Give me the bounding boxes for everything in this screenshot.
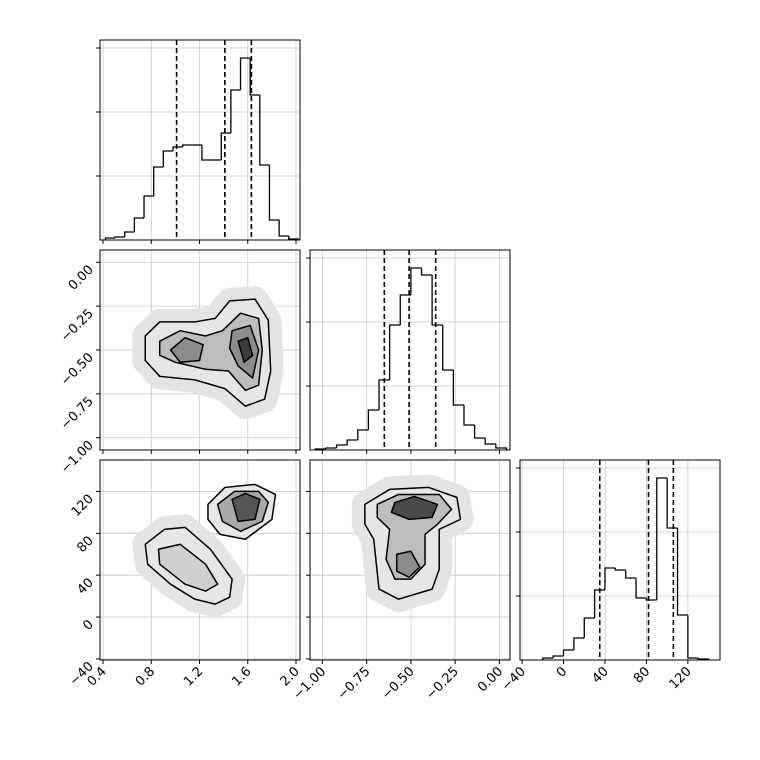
axes-frame — [99, 39, 301, 241]
histogram-step — [645, 598, 657, 601]
x-tick-label: 1.6 — [229, 664, 254, 689]
contour — [390, 495, 439, 521]
y-tick-label: −0.50 — [58, 350, 97, 389]
histogram-step — [133, 217, 145, 232]
histogram-step — [583, 617, 595, 638]
x-tick-label: −40 — [499, 664, 529, 694]
histogram-step — [614, 568, 626, 571]
contour — [157, 543, 219, 592]
contour — [169, 336, 204, 364]
histogram-step — [604, 567, 616, 590]
histogram-step — [552, 655, 564, 658]
histogram-step — [542, 657, 554, 660]
histogram-step — [676, 528, 688, 616]
x-tick-label: −0.75 — [335, 664, 374, 703]
x-tick-label: −0.50 — [379, 664, 418, 703]
x-tick-label: −0.25 — [423, 664, 462, 703]
histogram-step — [562, 649, 574, 656]
y-tick-label: 40 — [75, 575, 97, 597]
histogram-step — [473, 425, 486, 439]
y-tick-label: 0.00 — [66, 263, 97, 294]
histogram-step — [388, 324, 401, 380]
axes-frame — [519, 459, 721, 661]
histogram-step — [484, 438, 496, 445]
histogram-step — [259, 95, 270, 166]
histogram-step — [635, 578, 647, 599]
histogram-step — [442, 325, 454, 371]
histogram-step — [495, 444, 508, 450]
histogram-step — [452, 370, 464, 406]
histogram-step — [431, 275, 443, 326]
contour — [231, 492, 261, 523]
y-tick-label: −0.75 — [58, 394, 97, 433]
histogram-step — [346, 439, 358, 445]
contour — [237, 336, 254, 364]
histogram-step — [104, 237, 116, 240]
histogram-step — [114, 236, 125, 238]
axes-frame — [99, 249, 301, 451]
histogram-step — [573, 637, 585, 650]
histogram-step — [625, 570, 637, 579]
y-tick-label: 80 — [75, 534, 97, 556]
histogram-step — [239, 57, 251, 90]
x-tick-label: 0 — [554, 664, 570, 680]
x-tick-label: 0.8 — [133, 664, 158, 689]
histogram-step — [172, 146, 183, 151]
histogram-step — [378, 379, 390, 410]
axes-frame — [99, 459, 301, 661]
contour — [395, 550, 421, 578]
histogram-step — [201, 145, 212, 161]
histogram-step — [367, 409, 380, 430]
histogram-step — [399, 294, 411, 325]
histogram-step — [463, 405, 475, 426]
axes-frame — [309, 459, 511, 661]
histogram-step — [230, 89, 241, 133]
histogram-step — [325, 447, 337, 449]
histogram-step — [124, 231, 135, 237]
x-tick-label: 80 — [631, 664, 653, 686]
histogram-step — [278, 220, 289, 237]
histogram-step — [181, 144, 193, 147]
histogram-step — [666, 478, 678, 529]
x-tick-label: 120 — [667, 664, 695, 692]
histogram-step — [410, 267, 422, 295]
histogram-step — [143, 195, 154, 218]
y-tick-label: −0.25 — [58, 306, 97, 345]
histogram-step — [288, 236, 300, 240]
x-tick-label: 40 — [589, 664, 611, 686]
axes-frame — [309, 249, 511, 451]
y-tick-label: −1.00 — [58, 438, 97, 477]
y-tick-label: 0 — [80, 617, 96, 633]
histogram-step — [249, 58, 260, 96]
histogram-step — [593, 589, 605, 618]
y-tick-label: 120 — [69, 492, 97, 520]
histogram-step — [687, 615, 699, 659]
histogram-step — [656, 477, 668, 600]
histogram-step — [420, 268, 433, 276]
histogram-step — [357, 429, 369, 440]
histogram-step — [220, 132, 231, 160]
x-tick-label: 1.2 — [181, 664, 206, 689]
histogram-step — [162, 150, 173, 167]
histogram-step — [153, 166, 164, 196]
histogram-step — [268, 165, 280, 221]
histogram-step — [335, 444, 348, 448]
